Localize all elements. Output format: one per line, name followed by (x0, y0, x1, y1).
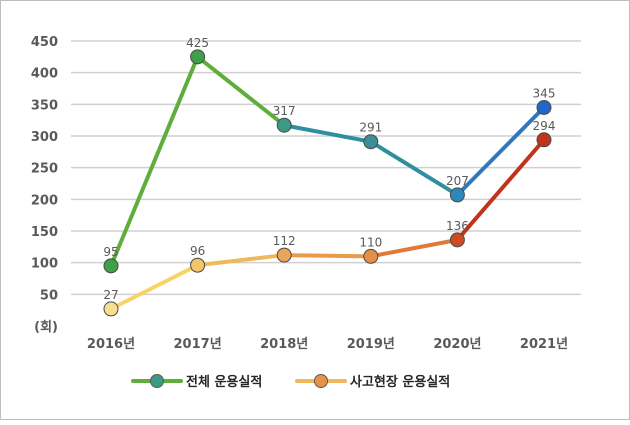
y-tick-label: 300 (31, 130, 58, 145)
x-tick-label: 2018년 (260, 337, 308, 352)
series-line-segment (455, 105, 546, 197)
data-label: 136 (446, 219, 469, 233)
series-line-segment (195, 54, 287, 128)
data-point (449, 232, 465, 248)
legend-label-total: 전체 운용실적 (186, 374, 262, 390)
data-point (536, 132, 552, 148)
series-line-segment (368, 237, 460, 259)
data-point (190, 49, 206, 65)
series-line-segment (368, 139, 460, 197)
x-tick-label: 2016년 (87, 337, 135, 352)
data-label: 291 (359, 121, 382, 135)
data-point (363, 134, 379, 150)
y-tick-label: 400 (31, 67, 58, 82)
data-point (190, 257, 206, 273)
series-line-segment (455, 137, 546, 242)
data-label: 96 (190, 244, 205, 258)
data-label: 95 (103, 245, 118, 259)
data-label: 112 (273, 234, 296, 248)
y-tick-label: 50 (40, 288, 58, 303)
y-tick-label: 150 (31, 225, 58, 240)
y-unit-label: (회) (34, 319, 58, 335)
x-tick-label: 2017년 (174, 337, 222, 352)
data-label: 207 (446, 174, 469, 188)
legend-label-accident: 사고현장 운용실적 (350, 374, 450, 390)
data-point (103, 258, 119, 274)
x-tick-label: 2019년 (347, 337, 395, 352)
x-tick-label: 2021년 (520, 337, 568, 352)
data-label: 425 (186, 36, 209, 50)
legend: 전체 운용실적 사고현장 운용실적 (131, 374, 450, 390)
x-axis: 2016년 2017년 2018년 2019년 2020년 2021년 (87, 337, 568, 352)
data-label: 27 (103, 288, 118, 302)
series-line-segment (109, 54, 200, 268)
data-point (276, 117, 292, 133)
series-line-segment (109, 263, 200, 311)
x-tick-label: 2020년 (433, 337, 481, 352)
y-axis: (회) 50 100 150 200 250 300 350 400 450 (31, 35, 58, 335)
legend-marker-total (150, 374, 164, 388)
y-tick-label: 200 (31, 193, 58, 208)
y-tick-label: 250 (31, 162, 58, 177)
series-line-segment (282, 123, 373, 144)
series-line-segment (282, 253, 373, 259)
legend-marker-accident (314, 374, 328, 388)
data-label: 294 (533, 119, 556, 133)
series-2: 27 96 112 110 136 294 (103, 119, 556, 317)
data-point (449, 187, 465, 203)
series-1: 95 425 317 291 207 345 (103, 36, 556, 274)
data-label: 110 (359, 235, 382, 249)
y-tick-label: 450 (31, 35, 58, 50)
series-line-segment (195, 253, 287, 268)
y-tick-label: 350 (31, 98, 58, 113)
data-point (103, 301, 119, 317)
data-point (363, 248, 379, 264)
y-tick-label: 100 (31, 257, 58, 272)
data-point (536, 100, 552, 115)
data-point (276, 247, 292, 263)
data-label: 317 (273, 104, 296, 118)
grid-lines (71, 40, 581, 296)
series-group: 95 425 317 291 207 345 27 96 112 110 136 294 (103, 36, 556, 317)
data-label: 345 (533, 87, 556, 101)
